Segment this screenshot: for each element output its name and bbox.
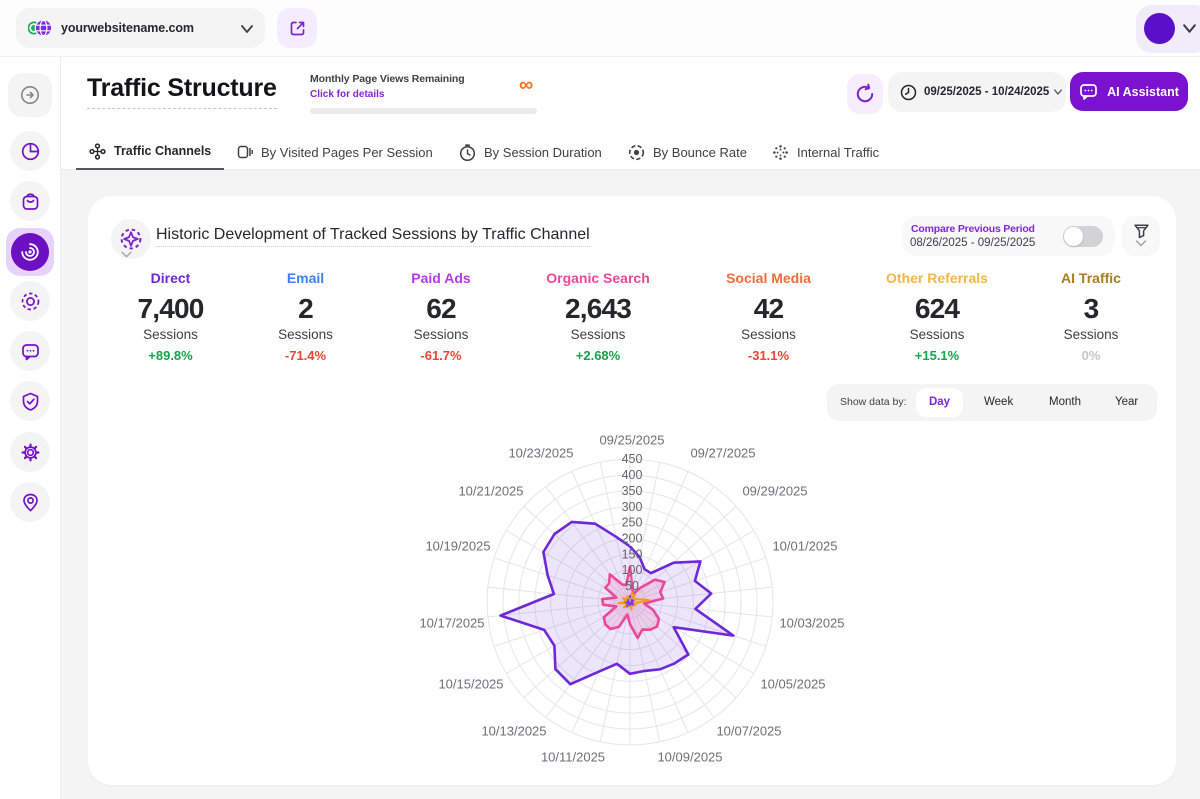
svg-text:10/21/2025: 10/21/2025 xyxy=(458,484,523,499)
svg-text:400: 400 xyxy=(622,468,643,482)
svg-text:10/01/2025: 10/01/2025 xyxy=(772,539,837,554)
svg-text:10/07/2025: 10/07/2025 xyxy=(716,724,781,739)
svg-text:09/29/2025: 09/29/2025 xyxy=(742,484,807,499)
svg-text:300: 300 xyxy=(622,500,643,514)
svg-text:10/23/2025: 10/23/2025 xyxy=(508,446,573,461)
svg-text:50: 50 xyxy=(625,579,639,593)
svg-text:200: 200 xyxy=(622,532,643,546)
svg-text:10/03/2025: 10/03/2025 xyxy=(779,616,844,631)
svg-text:250: 250 xyxy=(622,516,643,530)
svg-text:09/25/2025: 09/25/2025 xyxy=(599,433,664,448)
svg-text:10/15/2025: 10/15/2025 xyxy=(438,677,503,692)
svg-text:10/05/2025: 10/05/2025 xyxy=(760,677,825,692)
svg-text:10/17/2025: 10/17/2025 xyxy=(419,616,484,631)
svg-text:09/27/2025: 09/27/2025 xyxy=(690,446,755,461)
svg-text:150: 150 xyxy=(622,547,643,561)
svg-text:350: 350 xyxy=(622,484,643,498)
svg-text:450: 450 xyxy=(622,452,643,466)
svg-text:10/19/2025: 10/19/2025 xyxy=(425,539,490,554)
svg-text:100: 100 xyxy=(622,563,643,577)
svg-text:10/09/2025: 10/09/2025 xyxy=(657,750,722,765)
svg-text:10/11/2025: 10/11/2025 xyxy=(541,750,605,765)
svg-text:10/13/2025: 10/13/2025 xyxy=(481,724,546,739)
